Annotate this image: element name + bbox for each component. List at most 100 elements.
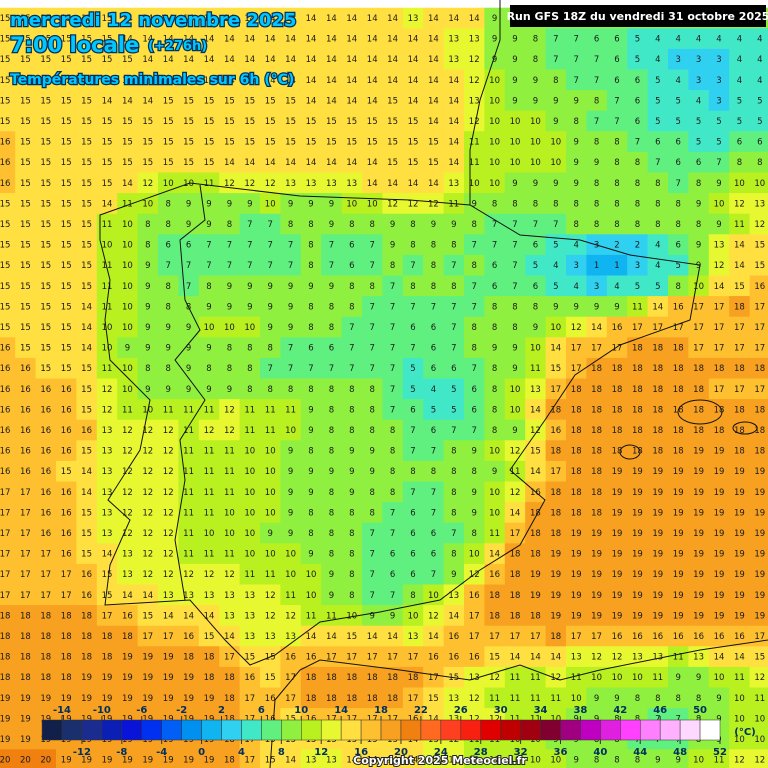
temp-value: 8 <box>329 508 334 518</box>
temp-cell <box>606 110 628 132</box>
temp-value: 8 <box>614 220 619 230</box>
temp-cell <box>137 357 159 379</box>
temp-cell <box>178 110 200 132</box>
legend-tick-label: 38 <box>573 705 587 716</box>
temp-value: 11 <box>244 570 255 580</box>
temp-value: 17 <box>714 344 725 354</box>
temp-cell <box>178 440 200 462</box>
temp-value: 15 <box>102 117 113 127</box>
temp-value: 14 <box>387 35 398 45</box>
temp-value: 12 <box>469 694 480 704</box>
temp-value: 19 <box>20 735 31 745</box>
temp-value: 10 <box>102 344 113 354</box>
temp-cell <box>627 419 649 441</box>
temp-cell <box>239 172 261 194</box>
temp-value: 5 <box>655 96 660 106</box>
temp-value: 18 <box>0 611 10 621</box>
temp-cell <box>484 48 506 70</box>
temp-cell <box>464 234 485 256</box>
temp-value: 15 <box>40 364 51 374</box>
temp-value: 11 <box>244 426 255 436</box>
temp-value: 7 <box>390 323 395 333</box>
temp-value: 1 <box>594 261 599 271</box>
temp-value: 15 <box>265 138 276 148</box>
temp-value: 11 <box>530 364 541 374</box>
temp-value: 15 <box>61 220 72 230</box>
temp-cell <box>586 502 608 524</box>
temp-cell <box>280 296 302 318</box>
temp-cell <box>15 234 37 256</box>
temp-value: 15 <box>754 261 765 271</box>
temp-value: 6 <box>431 426 436 436</box>
temp-cell <box>402 28 424 50</box>
temp-value: 15 <box>428 694 439 704</box>
temp-value: 11 <box>102 282 113 292</box>
temp-cell <box>239 193 261 215</box>
temp-value: 14 <box>408 55 419 65</box>
temp-value: 19 <box>571 591 582 601</box>
temp-cell <box>688 234 710 256</box>
temp-value: 14 <box>224 35 235 45</box>
temp-value: 8 <box>614 138 619 148</box>
temp-cell <box>668 193 689 215</box>
temp-value: 18 <box>20 632 31 642</box>
temp-value: 13 <box>244 632 255 642</box>
temp-cell <box>15 7 37 29</box>
temp-cell <box>260 7 281 29</box>
temp-value: 15 <box>102 158 113 168</box>
temp-cell <box>708 502 730 524</box>
legend-swatch <box>659 719 681 741</box>
temp-value: 6 <box>431 323 436 333</box>
temp-value: 9 <box>716 179 721 189</box>
temp-cell <box>688 378 710 400</box>
temp-value: 10 <box>489 508 500 518</box>
temp-cell <box>749 440 768 462</box>
legend-tick-label: 46 <box>653 705 667 716</box>
temp-cell <box>382 419 404 441</box>
temp-value: 10 <box>693 282 704 292</box>
temp-value: 7 <box>288 241 293 251</box>
temp-cell <box>56 296 77 318</box>
temp-value: 16 <box>244 673 255 683</box>
temp-value: 15 <box>61 138 72 148</box>
temp-value: 9 <box>165 323 170 333</box>
temp-value: 14 <box>428 117 439 127</box>
temp-cell <box>464 502 485 524</box>
temp-value: 18 <box>591 467 602 477</box>
temp-value: 6 <box>410 529 415 539</box>
temp-cell <box>545 357 567 379</box>
temp-value: 8 <box>512 323 517 333</box>
temp-cell <box>382 275 404 297</box>
temp-cell <box>76 28 98 50</box>
temp-cell <box>239 110 261 132</box>
temp-value: 9 <box>594 302 599 312</box>
temp-cell <box>566 481 587 503</box>
temp-cell <box>443 584 465 606</box>
temp-value: 8 <box>390 261 395 271</box>
temp-value: 4 <box>757 55 762 65</box>
temp-value: 15 <box>285 138 296 148</box>
temp-cell <box>300 213 322 235</box>
legend-swatch <box>380 719 402 741</box>
temp-cell <box>198 90 220 112</box>
temp-cell <box>260 502 281 524</box>
temp-cell <box>321 234 343 256</box>
temp-value: 14 <box>448 14 459 24</box>
temp-value: 7 <box>614 117 619 127</box>
temp-cell <box>56 481 77 503</box>
temp-cell <box>362 316 383 338</box>
temp-value: 16 <box>81 591 92 601</box>
temp-value: 15 <box>40 96 51 106</box>
temp-value: 12 <box>204 426 215 436</box>
temp-cell <box>362 481 383 503</box>
temp-cell <box>219 522 241 544</box>
temp-value: 9 <box>471 508 476 518</box>
temp-value: 17 <box>20 550 31 560</box>
temp-cell <box>647 131 669 153</box>
temp-value: 14 <box>81 302 92 312</box>
temp-value: 9 <box>329 282 334 292</box>
temp-cell <box>668 69 689 91</box>
temp-cell <box>117 234 139 256</box>
temp-cell <box>0 543 16 565</box>
temp-cell <box>178 563 200 585</box>
